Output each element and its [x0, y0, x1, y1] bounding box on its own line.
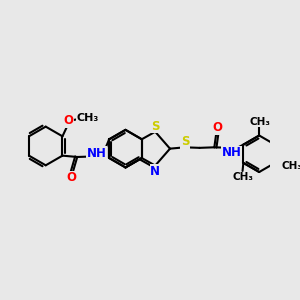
Text: O: O: [212, 121, 222, 134]
Text: NH: NH: [87, 147, 106, 160]
Text: NH: NH: [222, 146, 242, 159]
Text: S: S: [152, 120, 160, 133]
Text: S: S: [181, 135, 190, 148]
Text: O: O: [66, 171, 76, 184]
Text: CH₃: CH₃: [76, 113, 98, 123]
Text: CH₃: CH₃: [249, 117, 270, 127]
Text: CH₃: CH₃: [281, 161, 300, 171]
Text: CH₃: CH₃: [232, 172, 253, 182]
Text: O: O: [63, 114, 74, 127]
Text: N: N: [150, 165, 160, 178]
